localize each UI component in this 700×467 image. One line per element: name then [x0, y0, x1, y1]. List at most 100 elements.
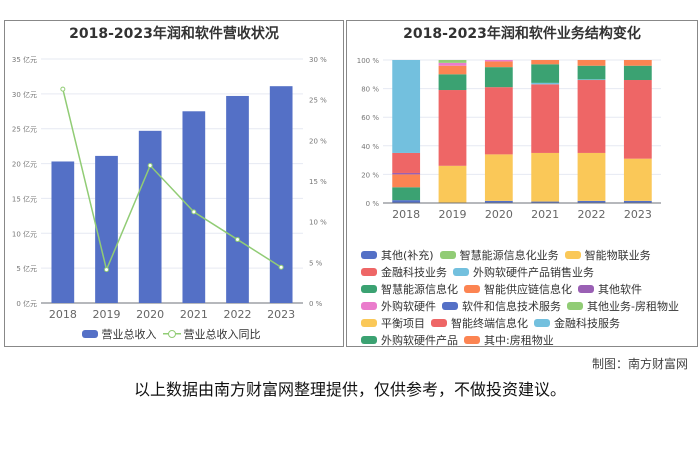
legend-label: 智能终端信息化 [451, 316, 528, 330]
disclaimer: 以上数据由南方财富网整理提供，仅供参考，不做投资建议。 [133, 380, 566, 399]
bar [95, 155, 118, 303]
stacked-segment [623, 158, 652, 201]
stacked-segment [438, 90, 467, 166]
growth-point [191, 209, 197, 215]
legend-item[interactable]: 金融科技业务 [361, 263, 447, 280]
y-tick-label-left: 10 亿元 [12, 229, 37, 238]
x-tick-label: 2020 [485, 208, 513, 221]
y-tick-label: 20 % [361, 171, 379, 179]
stacked-segment [438, 62, 467, 66]
growth-line [62, 88, 282, 273]
chart-title: 2018-2023年润和软件营收状况 [69, 26, 279, 42]
stacked-segment [531, 64, 560, 83]
stacked-segment [438, 65, 467, 75]
legend-item[interactable]: 其他(补充) [361, 246, 434, 263]
legend-label: 平衡项目 [381, 316, 425, 330]
legend-item[interactable]: 智能供应链信息化 [464, 280, 572, 297]
x-tick-label: 2019 [439, 208, 467, 221]
y-tick-label-left: 15 亿元 [12, 194, 37, 203]
legend-label: 外购软硬件 [381, 299, 436, 313]
y-tick-label-right: 25 % [309, 97, 327, 105]
legend-item[interactable]: 营业总收入 [81, 325, 157, 342]
stacked-segment [577, 80, 606, 153]
stacked-segment [531, 82, 560, 85]
x-tick-label: 2021 [180, 308, 208, 321]
legend-item[interactable]: 其他软件 [578, 280, 642, 297]
legend-item[interactable]: 软件和信息技术服务 [442, 297, 561, 314]
stacked-segment [484, 87, 513, 155]
stacked-segment [392, 200, 421, 203]
legend-item[interactable]: 智能物联业务 [564, 246, 651, 263]
x-tick-label: 2020 [136, 308, 164, 321]
y-tick-label-left: 20 亿元 [12, 160, 37, 169]
legend-label: 智能物联业务 [584, 248, 651, 262]
y-tick-label: 100 % [357, 57, 380, 65]
growth-point [104, 267, 109, 273]
legend-item[interactable]: 营业总收入同比 [162, 325, 261, 342]
stacked-segment [623, 200, 652, 203]
y-tick-label-left: 5 亿元 [16, 264, 37, 273]
x-tick-label: 2023 [624, 208, 652, 221]
swatch-icon [361, 335, 377, 344]
legend-label: 金融科技业务 [381, 265, 447, 279]
chart-title: 2018-2023年润和软件业务结构变化 [403, 26, 641, 42]
stacked-segment [531, 84, 560, 153]
swatch-icon [464, 335, 480, 344]
swatch-icon [361, 318, 377, 327]
stacked-segment [392, 172, 421, 175]
x-tick-label: 2023 [267, 308, 295, 321]
legend-label: 智慧能源信息化 [381, 282, 458, 296]
legend-item[interactable]: 外购软硬件产品 [361, 331, 458, 348]
legend-item[interactable]: 智慧能源信息化业务 [439, 246, 559, 263]
bar [269, 86, 293, 303]
x-tick-label: 2019 [93, 308, 121, 321]
stacked-segment [577, 65, 606, 80]
legend-item[interactable]: 其他业务-房租物业 [567, 297, 679, 314]
legend-item[interactable]: 外购软硬件 [361, 297, 436, 314]
stacked-segment [577, 200, 606, 203]
stacked-segment [484, 154, 513, 201]
stacked-segment [438, 165, 467, 203]
swatch-icon [439, 250, 456, 259]
stacked-segment [577, 60, 606, 66]
stacked-segment [577, 79, 606, 81]
y-tick-label-left: 0 亿元 [16, 299, 37, 308]
growth-point [147, 163, 153, 169]
revenue-chart: 0 亿元 5 亿元 10 亿元 15 亿元 20 亿元 25 亿元 30 亿元 35 亿元 0 … [12, 55, 327, 321]
stacked-segment [484, 200, 513, 203]
stacked-segment [392, 174, 421, 188]
stacked-segment [392, 60, 421, 153]
y-tick-label-right: 5 % [309, 259, 323, 267]
stacked-segment [577, 152, 606, 201]
structure-chart: 0 % 20 % 40 % 60 % 80 % 100 % 2018 2019 2020 2021… [357, 57, 661, 221]
swatch-icon [464, 284, 480, 293]
swatch-icon [564, 250, 581, 259]
legend-item[interactable]: 金融科技服务 [534, 314, 620, 331]
legend-item[interactable]: 其中:房租物业 [464, 331, 554, 348]
stacked-segment [484, 60, 513, 62]
legend-item[interactable]: 智慧能源信息化 [361, 280, 458, 297]
swatch-icon [361, 301, 377, 310]
x-tick-label: 2022 [578, 208, 606, 221]
legend-label: 其他业务-房租物业 [587, 299, 679, 313]
swatch-icon [442, 301, 458, 310]
y-tick-label: 80 % [361, 86, 379, 94]
swatch-icon [361, 267, 377, 276]
credit: 制图：南方财富网 [591, 357, 688, 371]
stacked-segment [392, 152, 421, 173]
legend-item[interactable]: 平衡项目 [361, 314, 425, 331]
legend-item[interactable]: 智能终端信息化 [431, 314, 528, 331]
legend-item[interactable]: 外购软硬件产品销售业务 [453, 263, 594, 280]
y-tick-label-left: 30 亿元 [12, 90, 37, 99]
stacked-segment [484, 67, 513, 88]
legend-label: 智慧能源信息化业务 [459, 248, 559, 262]
y-tick-label-left: 35 亿元 [12, 55, 37, 64]
growth-point [278, 264, 284, 270]
bar [138, 130, 162, 303]
y-tick-label-right: 20 % [309, 137, 327, 145]
x-tick-label: 2022 [224, 308, 252, 321]
y-tick-label: 40 % [361, 143, 379, 151]
swatch-icon [361, 284, 377, 293]
stacked-segment [531, 201, 560, 203]
stacked-segment [623, 80, 652, 159]
